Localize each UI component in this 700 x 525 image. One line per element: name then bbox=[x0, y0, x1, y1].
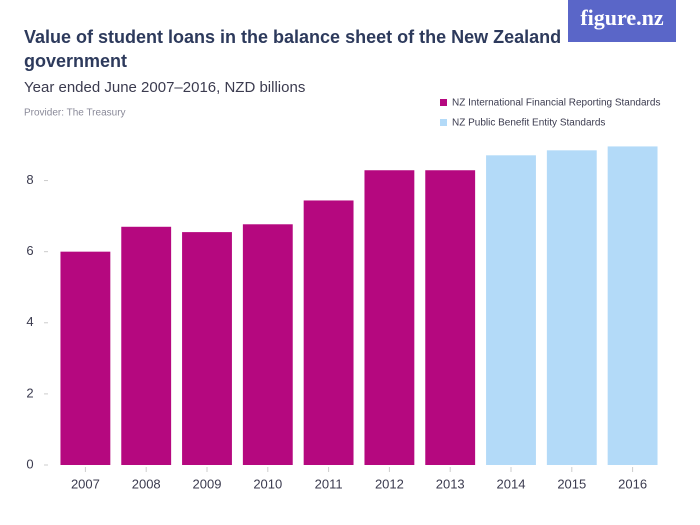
legend-swatch bbox=[440, 99, 447, 106]
x-tick-label: 2016 bbox=[618, 476, 647, 491]
brand-box bbox=[568, 0, 676, 42]
y-tick-label: 2 bbox=[26, 385, 33, 400]
provider: Provider: The Treasury bbox=[24, 108, 126, 119]
x-tick-label: 2013 bbox=[436, 476, 465, 491]
bar bbox=[242, 224, 293, 465]
bar bbox=[60, 251, 111, 465]
bar bbox=[486, 155, 536, 466]
x-tick-label: 2009 bbox=[193, 476, 222, 491]
y-tick-label: 0 bbox=[26, 456, 33, 471]
brand: figure.nz bbox=[580, 5, 664, 30]
x-tick-label: 2012 bbox=[375, 476, 404, 491]
bar bbox=[303, 200, 354, 465]
y-tick-label: 6 bbox=[26, 243, 33, 258]
bar bbox=[121, 226, 172, 465]
chart-title: Value of student loans in the balance sh… bbox=[24, 27, 561, 71]
bar bbox=[182, 232, 232, 465]
bar bbox=[364, 170, 415, 465]
x-tick-label: 2015 bbox=[557, 476, 586, 491]
legend-label: NZ Public Benefit Entity Standards bbox=[452, 118, 605, 129]
x-tick-label: 2008 bbox=[132, 476, 161, 491]
x-tick-label: 2010 bbox=[253, 476, 282, 491]
x-tick-label: 2007 bbox=[71, 476, 100, 491]
x-tick-label: 2011 bbox=[315, 476, 343, 491]
legend-swatch bbox=[440, 119, 447, 126]
bar bbox=[607, 146, 658, 465]
y-tick-label: 8 bbox=[26, 172, 33, 187]
x-tick-label: 2014 bbox=[497, 476, 526, 491]
chart-subtitle: Year ended June 2007–2016, NZD billions bbox=[24, 79, 305, 96]
bar bbox=[425, 170, 476, 465]
legend-label: NZ International Financial Reporting Sta… bbox=[452, 98, 660, 109]
y-tick-label: 4 bbox=[26, 314, 33, 329]
bar bbox=[546, 150, 597, 466]
